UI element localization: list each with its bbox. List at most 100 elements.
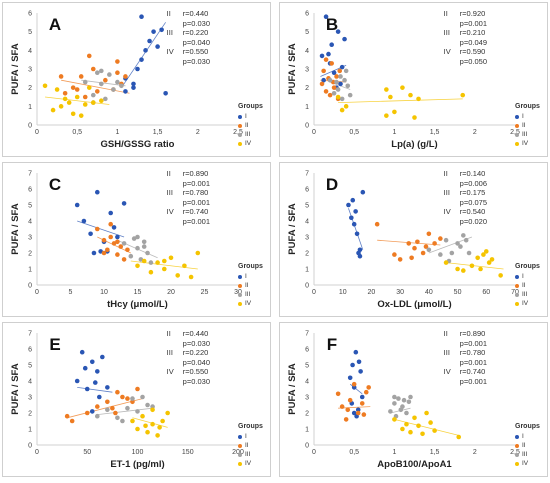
x-axis-title: ET-1 (pg/ml): [110, 459, 164, 470]
data-point-II: [123, 74, 128, 79]
data-point-I: [321, 77, 326, 83]
stat-group: [167, 38, 177, 48]
x-tick-label: 0: [312, 129, 316, 136]
data-point-IV: [404, 421, 409, 427]
data-point-IV: [335, 94, 341, 100]
stat-value: p=0.030: [182, 56, 210, 66]
stat-row: IV r=0.550: [167, 47, 210, 57]
stat-row: p=0.001: [444, 377, 487, 387]
stat-group: II: [166, 9, 171, 18]
data-point-II: [355, 410, 361, 416]
data-point-III: [331, 90, 337, 96]
data-point-II: [374, 221, 380, 227]
y-tick-label: 4: [28, 219, 32, 226]
data-point-III: [125, 405, 130, 411]
legend-item-I: I: [515, 112, 543, 121]
data-point-III: [115, 79, 120, 85]
data-point-IV: [498, 273, 503, 278]
stat-row: p=0.050: [444, 57, 487, 67]
legend-item-I: I: [238, 432, 266, 441]
legend-label: III: [245, 131, 251, 138]
data-point-III: [455, 241, 460, 246]
data-point-IV: [58, 104, 64, 109]
stat-row: IV r=0.740: [444, 367, 487, 377]
legend-label: II: [245, 282, 249, 289]
data-point-III: [107, 72, 112, 77]
stat-group: II: [443, 9, 448, 18]
legend-label: IV: [522, 140, 529, 147]
data-point-IV: [54, 87, 60, 92]
data-point-I: [95, 369, 100, 374]
y-tick-label: 0: [305, 283, 309, 290]
x-tick-label: 150: [182, 449, 194, 456]
x-axis-title: GSH/GSSG ratio: [101, 139, 175, 150]
stat-row: III r=0.780: [167, 188, 210, 198]
stat-value: p=0.030: [182, 18, 210, 28]
data-point-III: [105, 407, 110, 413]
data-point-II: [78, 74, 84, 79]
stat-row: p=0.001: [167, 198, 210, 208]
stat-value: r=0.140: [459, 169, 486, 178]
legend-item-IV: IV: [515, 299, 543, 308]
data-point-III: [141, 239, 147, 245]
data-point-IV: [392, 109, 397, 115]
data-point-III: [145, 250, 150, 256]
data-point-II: [115, 252, 120, 257]
data-point-II: [95, 226, 100, 232]
legend-dot: [238, 301, 242, 306]
data-point-I: [357, 253, 363, 259]
chart-panel-E: 01234567050100150200ET-1 (pg/ml)PUFA / S…: [2, 322, 271, 477]
legend-label: II: [522, 442, 526, 449]
data-point-II: [426, 231, 432, 237]
data-point-IV: [384, 113, 389, 118]
data-point-II: [329, 61, 334, 66]
chart-panel-C: 01234567051015202530tHcy (μmol/L)PUFA / …: [2, 162, 271, 317]
data-point-III: [449, 250, 455, 256]
y-tick-label: 1: [28, 427, 32, 434]
data-point-IV: [66, 100, 72, 105]
data-point-III: [115, 415, 120, 421]
legend-dot: [515, 452, 519, 457]
x-tick-label: 50: [83, 449, 91, 456]
data-point-II: [415, 239, 420, 245]
data-point-I: [143, 48, 148, 53]
data-point-II: [115, 239, 120, 245]
data-point-IV: [416, 423, 421, 429]
data-point-IV: [460, 92, 466, 98]
data-point-II: [337, 68, 343, 74]
legend-title: Groups: [515, 423, 540, 430]
legend-label: III: [522, 291, 528, 298]
groups-legend: Groups I II III IV: [238, 103, 266, 148]
x-tick-label: 1: [392, 129, 396, 136]
legend-label: I: [245, 273, 247, 280]
groups-legend: Groups I II III IV: [515, 103, 543, 148]
data-point-I: [347, 375, 353, 381]
correlation-stats: II r=0.140 p=0.006 III r=0.175 p=0.075 IV r=0.5…: [444, 169, 487, 227]
data-point-IV: [99, 98, 104, 104]
legend-dot: [238, 443, 242, 448]
legend-dot: [515, 461, 519, 466]
data-point-I: [326, 51, 331, 57]
data-point-II: [331, 85, 337, 90]
stat-row: IV r=0.590: [444, 47, 487, 57]
data-point-IV: [165, 410, 170, 416]
data-point-IV: [155, 433, 160, 438]
data-point-I: [351, 221, 357, 227]
data-point-III: [90, 92, 96, 98]
data-point-IV: [140, 413, 145, 419]
data-point-III: [408, 394, 413, 400]
stat-group: [167, 198, 177, 208]
stat-group: [167, 217, 177, 227]
data-point-IV: [70, 111, 76, 117]
y-tick-label: 0: [305, 443, 309, 450]
data-point-IV: [420, 431, 425, 437]
stat-value: p=0.001: [459, 376, 487, 386]
data-point-I: [91, 250, 97, 256]
legend-dot: [515, 123, 519, 128]
data-point-IV: [343, 104, 349, 109]
stat-row: III r=0.220: [167, 348, 210, 358]
stat-row: p=0.001: [167, 179, 210, 189]
data-point-III: [99, 68, 104, 74]
legend-dot: [238, 123, 242, 128]
